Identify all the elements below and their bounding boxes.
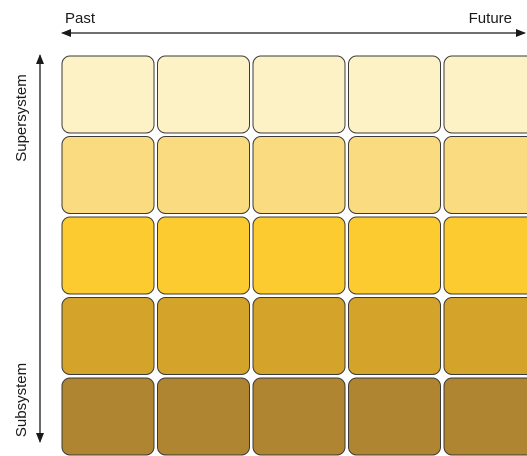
grid-cell-r1-c4 [348,55,441,134]
grid-cell-r2-c2 [157,136,250,214]
cell-grid [61,55,527,456]
grid-cell-r2-c4 [348,136,441,214]
grid-cell-r4-c2 [157,297,250,375]
grid-cell-r5-c3 [252,377,346,456]
grid-cell-r4-c5 [443,297,527,375]
grid-cell-r2-c1 [61,136,155,214]
grid-cell-r1-c5 [443,55,527,134]
grid-cell-r3-c5 [443,216,527,295]
grid-cell-r2-c3 [252,136,346,214]
time-axis-end-label: Future [469,10,512,27]
grid-cell-r2-c5 [443,136,527,214]
grid-cell-r5-c4 [348,377,441,456]
grid-cell-r5-c1 [61,377,155,456]
grid-cell-r4-c4 [348,297,441,375]
grid-cell-r1-c1 [61,55,155,134]
grid-cell-r3-c3 [252,216,346,295]
system-axis-top-label: Supersystem [13,74,30,162]
grid-cell-r3-c2 [157,216,250,295]
time-axis-start-label: Past [65,10,96,27]
grid-cell-r1-c2 [157,55,250,134]
grid-cell-r4-c3 [252,297,346,375]
grid-cell-r1-c3 [252,55,346,134]
grid-cell-r5-c5 [443,377,527,456]
grid-cell-r3-c4 [348,216,441,295]
system-axis-bottom-label: Subsystem [13,363,30,437]
grid-cell-r3-c1 [61,216,155,295]
grid-cell-r4-c1 [61,297,155,375]
grid-cell-r5-c2 [157,377,250,456]
